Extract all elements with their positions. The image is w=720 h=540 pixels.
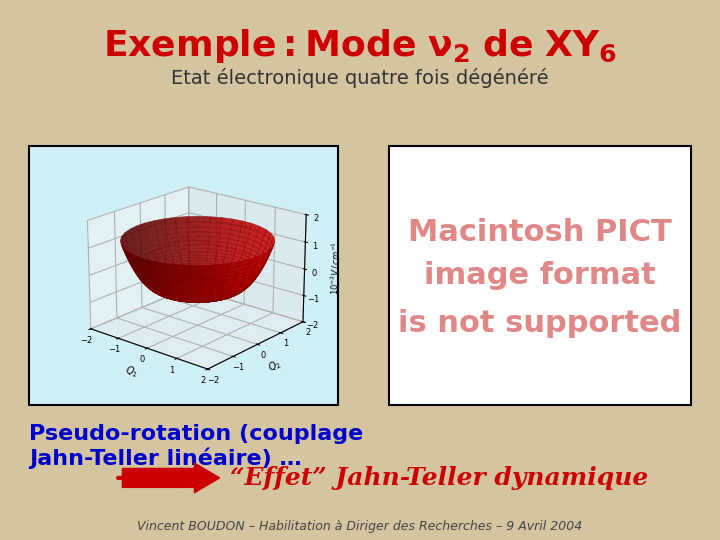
Text: is not supported: is not supported [398,309,682,339]
Text: Vincent BOUDON – Habilitation à Diriger des Recherches – 9 Avril 2004: Vincent BOUDON – Habilitation à Diriger … [138,520,582,533]
FancyArrow shape [122,463,220,492]
Text: image format: image format [424,261,656,290]
Y-axis label: $Q_2$: $Q_2$ [266,357,284,375]
Text: Macintosh PICT: Macintosh PICT [408,218,672,247]
Text: “Effet” Jahn-Teller dynamique: “Effet” Jahn-Teller dynamique [230,466,649,490]
Bar [389,146,691,405]
X-axis label: $Q_1$: $Q_1$ [123,362,140,380]
Text: $\bf{Exemple : Mode\ \nu_2\ de\ XY_6}$: $\bf{Exemple : Mode\ \nu_2\ de\ XY_6}$ [103,27,617,65]
Text: Pseudo-rotation (couplage
Jahn-Teller linéaire) …: Pseudo-rotation (couplage Jahn-Teller li… [29,424,363,469]
Text: Etat électronique quatre fois dégénéré: Etat électronique quatre fois dégénéré [171,68,549,89]
Bar [29,146,338,405]
